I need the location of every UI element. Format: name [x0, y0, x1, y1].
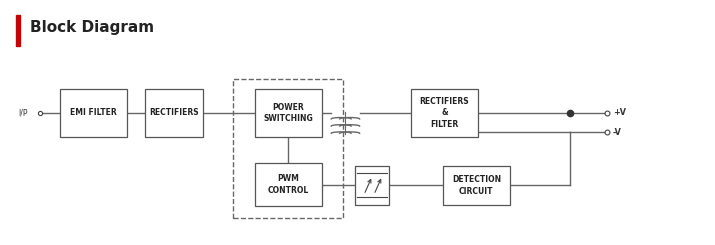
Bar — [255, 163, 322, 206]
Bar — [355, 166, 390, 205]
Bar — [255, 89, 322, 137]
Bar — [233, 79, 343, 218]
Bar — [443, 166, 510, 205]
Text: EMI FILTER: EMI FILTER — [70, 109, 117, 117]
Text: PWM
CONTROL: PWM CONTROL — [267, 174, 309, 195]
Text: Block Diagram: Block Diagram — [30, 20, 154, 36]
Text: POWER
SWITCHING: POWER SWITCHING — [263, 102, 313, 123]
Bar — [410, 89, 478, 137]
Bar — [59, 89, 127, 137]
Bar — [16, 15, 20, 46]
Text: I/P: I/P — [19, 109, 28, 117]
Text: DETECTION
CIRCUIT: DETECTION CIRCUIT — [452, 175, 501, 196]
Text: RECTIFIERS
&
FILTER: RECTIFIERS & FILTER — [420, 97, 469, 129]
Bar — [144, 89, 203, 137]
Text: +V: +V — [613, 109, 626, 117]
Text: RECTIFIERS: RECTIFIERS — [149, 109, 199, 117]
Text: -V: -V — [613, 128, 622, 136]
